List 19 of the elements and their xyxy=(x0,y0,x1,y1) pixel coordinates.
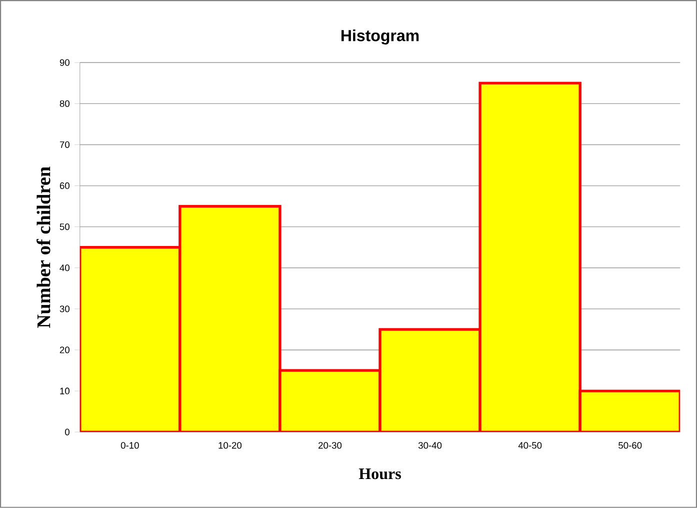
x-tick-label: 40-50 xyxy=(518,442,542,449)
x-tick-label: 20-30 xyxy=(318,442,342,449)
y-tick-label: 90 xyxy=(60,59,70,66)
y-tick-label: 50 xyxy=(60,224,70,230)
x-tick-label: 10-20 xyxy=(218,442,242,449)
y-tick-label: 30 xyxy=(60,306,70,312)
y-tick-label: 80 xyxy=(60,100,70,107)
x-tick-label: 30-40 xyxy=(418,442,442,449)
x-tick-label: 50-60 xyxy=(618,442,642,449)
y-tick-label: 10 xyxy=(60,388,70,394)
x-axis-title: Hours xyxy=(358,468,401,480)
y-tick-label: 70 xyxy=(60,141,70,148)
y-tick-label: 60 xyxy=(60,182,70,190)
y-tick-label: 0 xyxy=(65,428,70,436)
chart-title: Histogram xyxy=(342,30,419,45)
x-tick-label: 0-10 xyxy=(120,442,139,449)
y-axis-title: Number of children xyxy=(36,166,50,328)
y-tick-label: 40 xyxy=(60,264,70,272)
y-tick-label: 20 xyxy=(60,346,70,354)
